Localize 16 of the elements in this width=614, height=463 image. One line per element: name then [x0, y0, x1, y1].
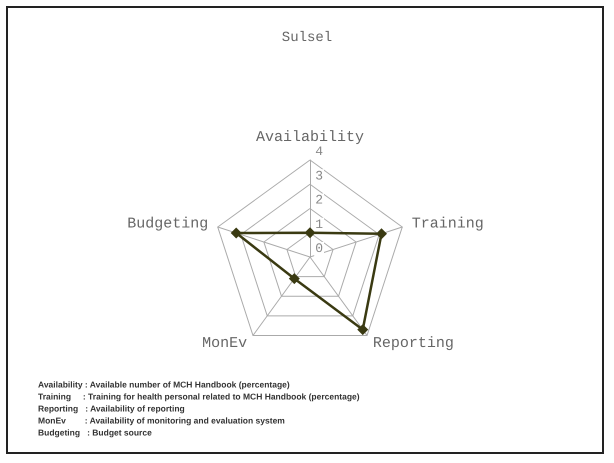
spoke-label: MonEv [202, 335, 248, 352]
text: Budgeting : Budget source [38, 428, 152, 438]
spoke-label: Training [412, 215, 484, 232]
chart-title: Sulsel [282, 30, 332, 46]
y-tick-label: 0 [315, 241, 323, 256]
y-tick-label: 1 [315, 216, 324, 232]
text: Reporting : Availability of reporting [38, 404, 185, 414]
y-tick-label: 3 [315, 168, 323, 184]
spoke-label: Budgeting [127, 215, 208, 232]
text: Availability : Available number of MCH Handbook (percentage) [38, 380, 290, 390]
spoke-label: Reporting [372, 335, 454, 352]
y-tick-label: 4 [315, 144, 324, 159]
spoke-label: Availability [256, 129, 364, 146]
text: Training : Training for health personal related to MCH Handbook (percentage) [38, 392, 360, 402]
text: MonEv : Availability of monitoring and evaluation system [38, 416, 286, 426]
y-tick-label: 2 [315, 192, 323, 208]
